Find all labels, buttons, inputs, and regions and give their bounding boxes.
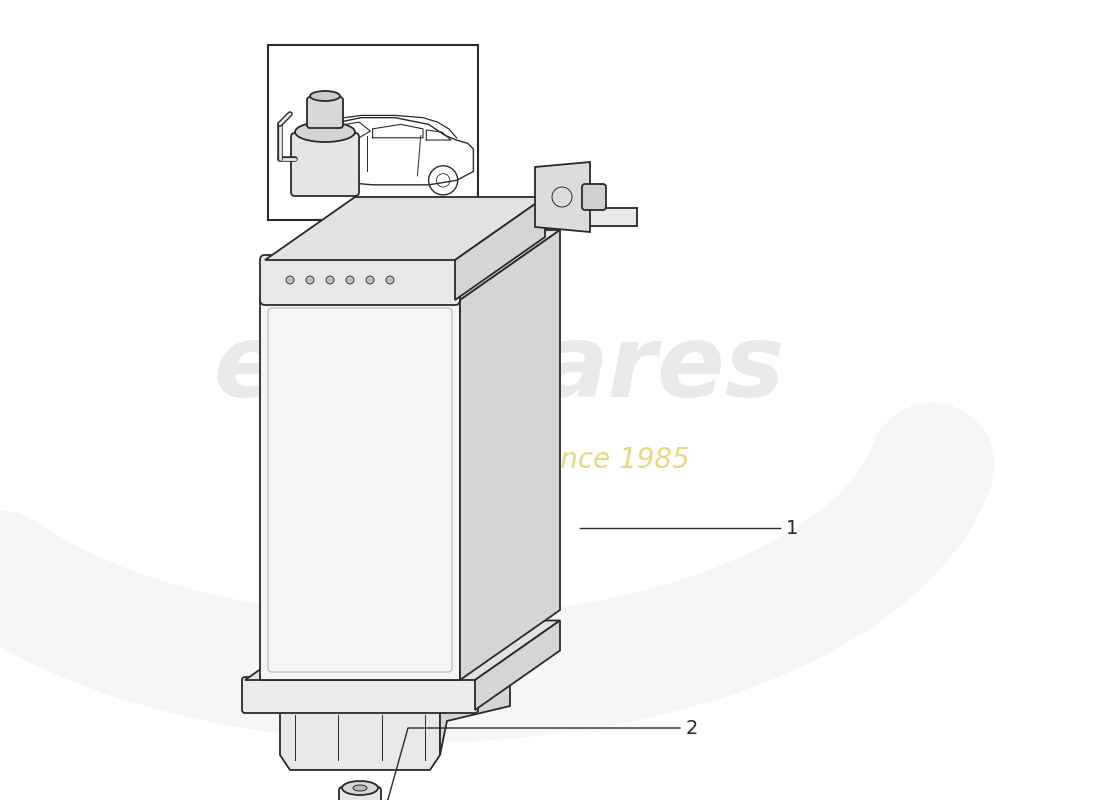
Circle shape — [286, 276, 294, 284]
Circle shape — [366, 276, 374, 284]
FancyBboxPatch shape — [307, 97, 343, 128]
Bar — [260, 300, 460, 680]
FancyBboxPatch shape — [260, 255, 460, 305]
Polygon shape — [535, 162, 590, 232]
Circle shape — [346, 276, 354, 284]
Polygon shape — [440, 661, 510, 755]
Polygon shape — [260, 230, 560, 300]
FancyBboxPatch shape — [582, 184, 606, 210]
Ellipse shape — [295, 122, 355, 142]
FancyBboxPatch shape — [292, 133, 359, 196]
Polygon shape — [455, 197, 544, 300]
Polygon shape — [245, 621, 560, 680]
Text: euros: euros — [213, 322, 530, 418]
Text: 1: 1 — [786, 518, 799, 538]
Ellipse shape — [310, 91, 340, 101]
FancyBboxPatch shape — [242, 677, 478, 713]
Polygon shape — [475, 621, 560, 710]
Polygon shape — [460, 230, 560, 680]
Text: ares: ares — [540, 322, 784, 418]
Polygon shape — [280, 710, 440, 770]
Circle shape — [386, 276, 394, 284]
Circle shape — [306, 276, 313, 284]
Text: 2: 2 — [686, 718, 698, 738]
Circle shape — [326, 276, 334, 284]
Ellipse shape — [342, 781, 378, 795]
FancyBboxPatch shape — [339, 787, 381, 800]
Bar — [268, 45, 478, 220]
Polygon shape — [265, 197, 544, 260]
Text: a passion for parts since 1985: a passion for parts since 1985 — [271, 446, 690, 474]
Text: ■: ■ — [513, 356, 539, 384]
Ellipse shape — [353, 785, 367, 791]
